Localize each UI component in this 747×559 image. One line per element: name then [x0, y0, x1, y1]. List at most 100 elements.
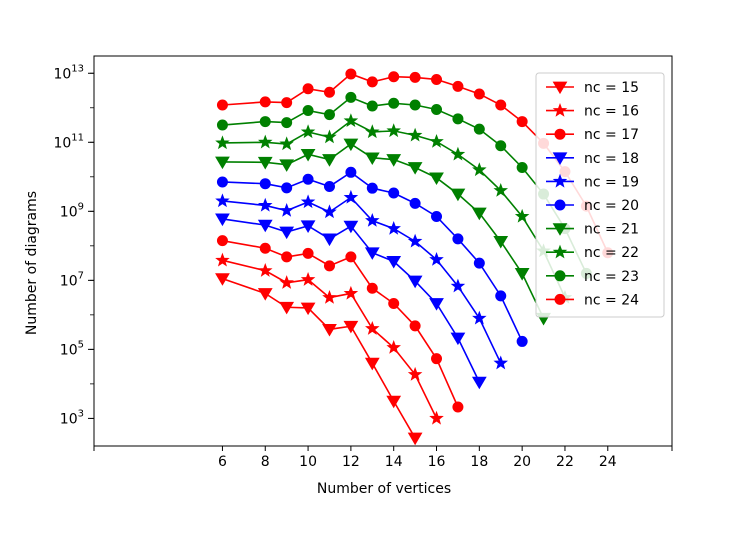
legend-marker [554, 293, 566, 305]
data-point [429, 298, 444, 311]
legend-marker [552, 173, 568, 188]
legend-entry: nc = 22 [546, 244, 639, 261]
data-point [257, 288, 273, 301]
data-point [322, 323, 337, 337]
data-point [407, 162, 423, 175]
legend-label: nc = 23 [584, 269, 639, 285]
data-point [216, 176, 228, 188]
data-point [345, 91, 357, 103]
data-point [216, 119, 228, 131]
x-tick-label: 24 [599, 454, 617, 470]
legend-entry: nc = 23 [546, 269, 639, 285]
data-point [259, 242, 271, 254]
data-point [322, 154, 337, 167]
data-point [388, 297, 400, 309]
y-tick-label: 107 [60, 270, 84, 289]
data-point [450, 188, 466, 202]
data-point [300, 124, 316, 139]
data-point [452, 113, 464, 125]
y-axis-label: Number of diagrams [24, 191, 40, 335]
data-point [407, 233, 423, 248]
data-point [495, 140, 507, 152]
data-point [279, 226, 295, 240]
legend-entry: nc = 16 [546, 102, 639, 120]
data-point [364, 152, 380, 165]
data-point [366, 76, 378, 88]
data-point [215, 156, 230, 170]
legend-label: nc = 19 [584, 174, 639, 190]
data-point [302, 105, 314, 117]
legend-label: nc = 16 [584, 104, 639, 120]
data-point [431, 210, 443, 222]
legend-entry: nc = 20 [546, 198, 639, 214]
series-8 [215, 113, 573, 304]
x-tick-label: 22 [556, 454, 574, 470]
data-point [471, 207, 487, 221]
data-point [279, 136, 294, 151]
legend-marker [554, 199, 566, 211]
data-point [216, 99, 228, 111]
data-point [259, 96, 271, 108]
data-point [343, 113, 359, 128]
data-point [300, 194, 316, 209]
data-point [300, 302, 316, 316]
legend-label: nc = 17 [584, 127, 639, 143]
data-point [386, 255, 402, 269]
data-point [450, 278, 466, 293]
x-axis-label: Number of vertices [317, 481, 451, 497]
data-point [365, 124, 380, 139]
data-point [409, 320, 421, 332]
legend-label: nc = 21 [584, 222, 639, 238]
data-point [473, 123, 485, 135]
data-point [322, 233, 337, 247]
series-1 [215, 273, 423, 446]
series-2 [215, 252, 444, 425]
data-point [281, 97, 293, 109]
y-tick-label: 1013 [53, 63, 84, 82]
data-point [516, 161, 528, 173]
data-point [429, 172, 444, 185]
x-tick-label: 14 [385, 454, 403, 470]
data-point [345, 68, 357, 80]
y-tick-label: 105 [60, 339, 84, 358]
data-point [407, 366, 423, 381]
data-point [257, 134, 273, 149]
data-point [215, 252, 230, 267]
data-point [323, 86, 335, 98]
data-point [215, 213, 230, 227]
legend-marker [552, 81, 568, 95]
data-point [366, 182, 378, 194]
data-point [495, 99, 507, 111]
data-point [431, 73, 443, 85]
data-point [364, 247, 380, 260]
data-point [388, 71, 400, 83]
data-point [257, 263, 273, 277]
data-point [407, 275, 423, 289]
data-point [366, 282, 378, 294]
legend-marker [552, 223, 568, 236]
data-point [281, 182, 293, 194]
legend-marker [552, 244, 568, 259]
data-point [259, 178, 271, 190]
data-point [322, 129, 337, 144]
data-point [300, 148, 316, 162]
data-point [300, 220, 316, 233]
series-line [222, 259, 438, 419]
data-point [388, 187, 400, 199]
legend-label: nc = 24 [584, 292, 639, 308]
data-point [452, 401, 464, 413]
data-point [450, 332, 466, 346]
y-tick-label: 103 [60, 408, 84, 427]
data-point [215, 273, 230, 286]
data-point [514, 268, 530, 281]
data-point [364, 357, 380, 371]
data-point [302, 173, 314, 185]
axes: 6 8 10 12 14 16 18 20 22 24 103 105 107 109 1011 1013 [53, 55, 673, 470]
data-point [473, 257, 485, 269]
series-4 [215, 213, 487, 390]
data-point [257, 197, 273, 212]
data-point [386, 154, 402, 167]
data-point [345, 251, 357, 263]
data-point [386, 220, 401, 235]
